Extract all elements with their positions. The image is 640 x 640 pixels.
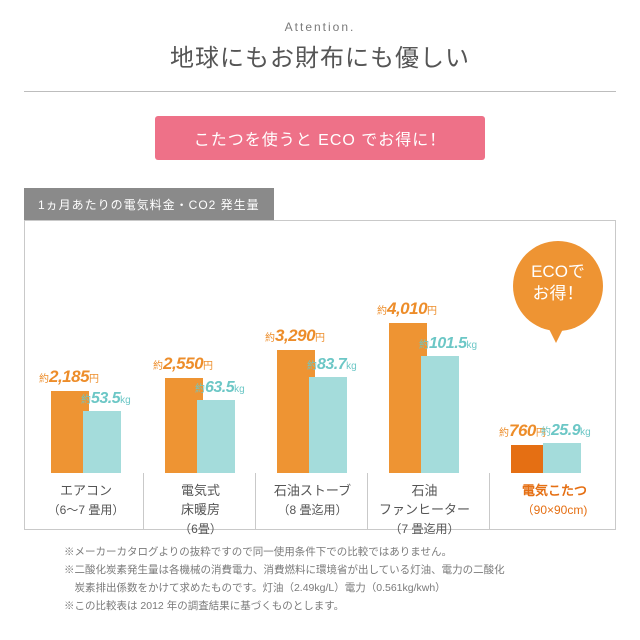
note-line: ※二酸化炭素発生量は各機械の消費電力、消費燃料に環境省が出している灯油、電力の二…: [64, 562, 576, 580]
x-label: 電気式床暖房（6畳）: [143, 473, 257, 529]
chart-column: 約2,185円約53.5kg: [35, 293, 145, 473]
chart-column: 約2,550円約63.5kg: [149, 293, 259, 473]
chart-column: 約4,010円約101.5kg: [373, 293, 483, 473]
x-label: エアコン（6〜7 畳用）: [29, 473, 143, 529]
co2-bar: [197, 400, 235, 473]
co2-bar: [421, 356, 459, 473]
chart-container: 約2,185円約53.5kg約2,550円約63.5kg約3,290円約83.7…: [24, 220, 616, 530]
x-label: 電気こたつ（90×90cm): [489, 473, 619, 529]
note-line: 炭素排出係数をかけて求めたものです。灯油（2.49kg/L）電力（0.561kg…: [64, 580, 576, 598]
co2-bar: [543, 443, 581, 473]
divider: [24, 91, 616, 92]
note-line: ※この比較表は 2012 年の調査結果に基づくものとします。: [64, 598, 576, 616]
co2-label: 約101.5kg: [419, 335, 477, 353]
eco-bubble: ECOでお得！: [513, 241, 603, 331]
attention-label: Attention.: [24, 20, 616, 34]
cost-label: 約4,010円: [377, 299, 437, 319]
x-label: 石油ファンヒーター（7 畳迄用）: [367, 473, 481, 529]
cost-label: 約2,550円: [153, 354, 213, 374]
co2-label: 約25.9kg: [541, 422, 591, 440]
chart-column: 約3,290円約83.7kg: [261, 293, 371, 473]
co2-label: 約83.7kg: [307, 356, 357, 374]
co2-bar: [83, 411, 121, 473]
cost-label: 約760円: [499, 421, 546, 441]
footnotes: ※メーカーカタログよりの抜粋ですので同一使用条件下での比較ではありません。 ※二…: [24, 530, 616, 615]
chart-x-labels: エアコン（6〜7 畳用）電気式床暖房（6畳）石油ストーブ（8 畳迄用）石油ファン…: [25, 473, 615, 529]
cost-label: 約3,290円: [265, 326, 325, 346]
chart-area: 約2,185円約53.5kg約2,550円約63.5kg約3,290円約83.7…: [25, 235, 615, 473]
page-title: 地球にもお財布にも優しい: [24, 38, 616, 73]
co2-label: 約63.5kg: [195, 379, 245, 397]
highlight-banner: こたつを使うと ECO でお得に！: [155, 116, 485, 160]
x-label: 石油ストーブ（8 畳迄用）: [255, 473, 369, 529]
cost-label: 約2,185円: [39, 367, 99, 387]
co2-label: 約53.5kg: [81, 390, 131, 408]
co2-bar: [309, 377, 347, 473]
chart-caption: 1ヵ月あたりの電気料金・CO2 発生量: [24, 188, 274, 221]
note-line: ※メーカーカタログよりの抜粋ですので同一使用条件下での比較ではありません。: [64, 544, 576, 562]
